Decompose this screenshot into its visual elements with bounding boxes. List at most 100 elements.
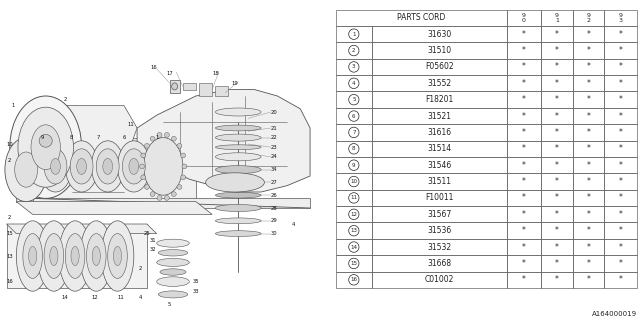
Text: *: * — [618, 243, 622, 252]
Bar — [541, 59, 573, 75]
Bar — [604, 190, 637, 206]
Bar — [336, 140, 372, 157]
Text: 6: 6 — [122, 135, 125, 140]
Ellipse shape — [29, 246, 36, 266]
Text: 31521: 31521 — [428, 112, 451, 121]
Text: 2: 2 — [8, 215, 12, 220]
Bar — [573, 222, 604, 239]
Bar — [573, 140, 604, 157]
Bar — [372, 272, 507, 288]
Text: *: * — [522, 193, 526, 203]
Text: 13: 13 — [6, 253, 13, 259]
Bar — [573, 92, 604, 108]
Bar — [541, 239, 573, 255]
Polygon shape — [170, 80, 179, 93]
Text: 5: 5 — [168, 301, 172, 307]
Text: *: * — [555, 259, 559, 268]
Bar — [507, 190, 541, 206]
Ellipse shape — [216, 125, 261, 131]
Text: 5: 5 — [352, 97, 356, 102]
Text: *: * — [618, 193, 622, 203]
Bar — [573, 239, 604, 255]
Ellipse shape — [177, 143, 182, 148]
Bar — [573, 206, 604, 222]
Bar — [541, 206, 573, 222]
Text: 2: 2 — [139, 266, 142, 271]
Bar — [507, 124, 541, 140]
Bar — [336, 26, 372, 42]
Text: 9
2: 9 2 — [586, 13, 590, 23]
Bar — [336, 92, 372, 108]
Text: *: * — [618, 259, 622, 268]
Bar — [372, 92, 507, 108]
Ellipse shape — [71, 246, 79, 266]
Text: *: * — [586, 275, 590, 284]
Bar — [573, 10, 604, 26]
Bar — [541, 272, 573, 288]
Bar — [573, 173, 604, 190]
Text: *: * — [586, 30, 590, 39]
Text: *: * — [586, 210, 590, 219]
Text: *: * — [522, 275, 526, 284]
Text: *: * — [555, 177, 559, 186]
Text: 30: 30 — [271, 231, 278, 236]
Text: 33: 33 — [193, 289, 199, 294]
Bar — [507, 140, 541, 157]
Text: *: * — [618, 30, 622, 39]
Bar — [507, 157, 541, 173]
Ellipse shape — [158, 250, 188, 256]
Text: 12: 12 — [92, 295, 98, 300]
Ellipse shape — [143, 138, 183, 195]
Bar — [573, 59, 604, 75]
Bar — [573, 108, 604, 124]
Bar — [573, 272, 604, 288]
Ellipse shape — [164, 196, 170, 200]
Text: 15: 15 — [6, 231, 13, 236]
Bar — [507, 59, 541, 75]
Bar — [541, 222, 573, 239]
Polygon shape — [17, 202, 212, 214]
Text: *: * — [522, 128, 526, 137]
Text: *: * — [618, 226, 622, 235]
Bar — [604, 42, 637, 59]
Text: *: * — [522, 243, 526, 252]
Text: *: * — [522, 112, 526, 121]
Ellipse shape — [44, 149, 67, 184]
Polygon shape — [6, 224, 157, 234]
Text: *: * — [586, 226, 590, 235]
Ellipse shape — [205, 173, 264, 192]
Text: 31552: 31552 — [428, 79, 451, 88]
Polygon shape — [183, 83, 196, 90]
Text: 35: 35 — [193, 279, 199, 284]
Ellipse shape — [157, 132, 162, 137]
Ellipse shape — [158, 291, 188, 298]
Text: 18: 18 — [212, 71, 219, 76]
Text: *: * — [618, 112, 622, 121]
Ellipse shape — [180, 175, 186, 180]
Text: *: * — [586, 95, 590, 104]
Bar — [507, 206, 541, 222]
Ellipse shape — [15, 152, 38, 187]
Bar — [541, 140, 573, 157]
Text: *: * — [555, 79, 559, 88]
Bar — [372, 26, 507, 42]
Text: *: * — [522, 79, 526, 88]
Ellipse shape — [150, 192, 155, 196]
Text: PARTS CORD: PARTS CORD — [397, 13, 445, 22]
Bar — [541, 190, 573, 206]
Ellipse shape — [216, 166, 261, 173]
Ellipse shape — [129, 158, 139, 174]
Text: 23: 23 — [271, 145, 278, 150]
Text: *: * — [522, 46, 526, 55]
Text: 9
0: 9 0 — [522, 13, 526, 23]
Bar — [372, 59, 507, 75]
Bar — [336, 108, 372, 124]
Bar — [507, 173, 541, 190]
Text: *: * — [586, 243, 590, 252]
Bar — [604, 140, 637, 157]
Bar — [372, 190, 507, 206]
Bar — [507, 26, 541, 42]
Bar — [507, 75, 541, 92]
Ellipse shape — [108, 234, 127, 278]
Ellipse shape — [216, 231, 261, 236]
